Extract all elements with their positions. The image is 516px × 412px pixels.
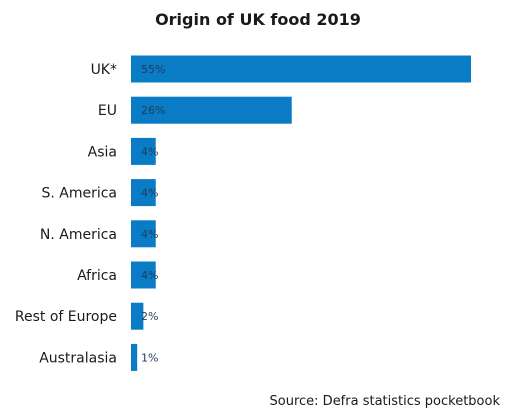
bar-5 [131,261,156,289]
category-label-6: Rest of Europe [15,309,117,325]
bar-7 [131,343,138,371]
bar-1 [131,96,292,124]
category-label-2: Asia [88,144,117,160]
value-label-4: 4% [141,228,158,241]
source-note: Source: Defra statistics pocketbook [269,394,500,409]
bars-layer: UK* 55% EU 26% Asia 4% S. America 4% N. America 4… [15,55,471,371]
category-label-4: N. America [40,227,117,243]
category-label-3: S. America [41,186,117,202]
bar-4 [131,220,156,248]
value-label-6: 2% [141,310,158,323]
bar-3 [131,179,156,207]
value-label-1: 26% [141,104,165,117]
category-label-7: Australasia [39,350,117,366]
category-label-1: EU [98,103,117,119]
value-label-7: 1% [141,351,158,364]
value-label-0: 55% [141,63,165,76]
value-label-3: 4% [141,187,158,200]
bar-6 [131,302,144,330]
bar-0 [131,55,471,83]
category-label-0: UK* [91,62,117,78]
bar-2 [131,137,156,165]
value-label-5: 4% [141,269,158,282]
category-label-5: Africa [77,268,117,284]
chart-title: Origin of UK food 2019 [155,10,361,29]
value-label-2: 4% [141,145,158,158]
